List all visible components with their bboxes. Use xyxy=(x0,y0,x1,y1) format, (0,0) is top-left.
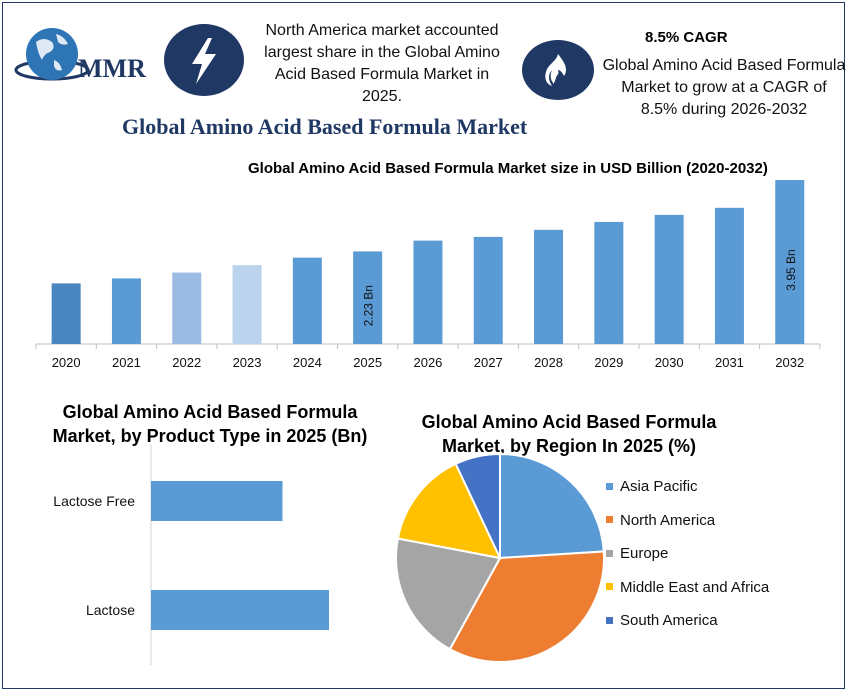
x-tick-label: 2025 xyxy=(353,355,382,370)
x-tick-label: 2027 xyxy=(474,355,503,370)
product-type-chart-title: Global Amino Acid Based Formula Market, … xyxy=(52,402,368,446)
region-legend: Asia Pacific North America Europe Middle Ea… xyxy=(606,478,806,638)
legend-item-north-america: North America xyxy=(606,512,715,529)
cagr-title: 8.5% CAGR xyxy=(645,29,728,46)
legend-swatch xyxy=(606,482,613,490)
bar-lactose-free xyxy=(151,481,283,521)
x-tick-label: 2030 xyxy=(655,355,684,370)
bar-2026 xyxy=(413,240,443,344)
flame-icon-circle xyxy=(522,40,594,100)
legend-swatch xyxy=(606,549,613,557)
slice-south-america xyxy=(454,452,501,559)
logo: MMR xyxy=(14,20,164,90)
bar-lactose xyxy=(151,590,329,630)
bar-2031 xyxy=(714,207,744,344)
x-tick-label: 2028 xyxy=(534,355,563,370)
logo-text: MMR xyxy=(78,54,146,83)
main-title: Global Amino Acid Based Formula Market xyxy=(122,114,528,139)
slice-middle-east-and-africa xyxy=(396,462,502,560)
legend-swatch xyxy=(606,516,613,524)
region-pie-chart xyxy=(395,452,605,663)
lightning-icon-circle xyxy=(164,24,244,96)
x-tick-label: 2022 xyxy=(172,355,201,370)
market-size-bar-chart: 2020 2021 2022 2023 2024 2025 2.23 Bn 2026 2027 2… xyxy=(35,180,821,370)
legend-label: Asia Pacific xyxy=(620,478,698,495)
legend-item-europe: Europe xyxy=(606,545,668,562)
legend-swatch xyxy=(606,616,613,624)
x-tick-label: 2026 xyxy=(413,355,442,370)
bar-2030 xyxy=(654,214,684,344)
legend-label: Europe xyxy=(620,545,669,562)
legend-item-asia-pacific: Asia Pacific xyxy=(606,478,698,495)
legend-label: Middle East and Africa xyxy=(620,578,770,596)
bar-2032 xyxy=(775,180,805,344)
x-tick-label: 2029 xyxy=(594,355,623,370)
y-tick-label: Lactose Free xyxy=(53,493,135,509)
x-tick-label: 2020 xyxy=(52,355,81,370)
bar-2025 xyxy=(353,251,383,344)
y-tick-label: Lactose xyxy=(86,602,135,618)
legend-label: South America xyxy=(620,612,718,629)
globe-icon xyxy=(14,28,90,81)
legend-item-south-america: South America xyxy=(606,612,718,629)
bar-2020 xyxy=(51,283,81,344)
legend-swatch xyxy=(606,583,613,591)
bar-2027 xyxy=(473,236,503,344)
legend-label: North America xyxy=(620,511,716,529)
product-type-bar-chart: Lactose Free Lactose xyxy=(53,445,329,665)
region-chart-title: Global Amino Acid Based Formula Market, … xyxy=(421,412,717,456)
x-tick-label: 2023 xyxy=(233,355,262,370)
bar-2021 xyxy=(111,278,141,344)
legend-item-middle-east-and-africa: Middle East and Africa xyxy=(606,579,769,596)
flame-icon xyxy=(545,54,566,86)
bar-2023 xyxy=(232,265,262,344)
market-share-note: North America market accounted largest s… xyxy=(264,22,500,105)
x-tick-label: 2021 xyxy=(112,355,141,370)
lightning-bolt-icon xyxy=(192,38,216,84)
market-size-chart-title: Global Amino Acid Based Formula Market s… xyxy=(248,160,768,177)
cagr-description: Global Amino Acid Based Formula Market t… xyxy=(602,57,846,118)
bar-2029 xyxy=(594,221,624,344)
slice-europe xyxy=(395,537,502,651)
bar-2024 xyxy=(292,257,322,344)
x-tick-label: 2024 xyxy=(293,355,322,370)
data-label-2025: 2.23 Bn xyxy=(362,285,376,326)
data-label-2032: 3.95 Bn xyxy=(784,249,798,290)
bar-2028 xyxy=(534,229,564,344)
x-tick-label: 2031 xyxy=(715,355,744,370)
bar-2022 xyxy=(172,272,202,344)
slice-asia-pacific xyxy=(499,452,605,560)
x-tick-label: 2032 xyxy=(775,355,804,370)
